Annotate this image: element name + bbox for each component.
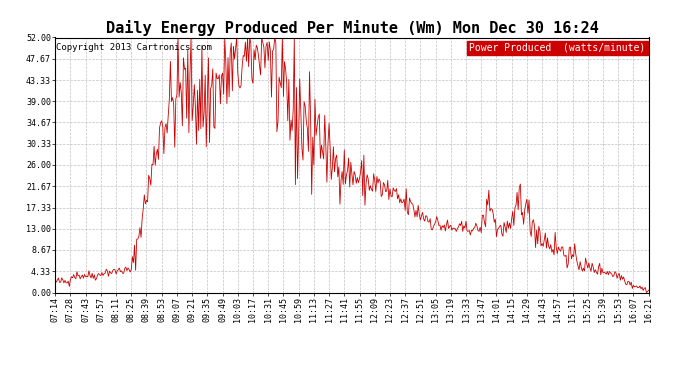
Title: Daily Energy Produced Per Minute (Wm) Mon Dec 30 16:24: Daily Energy Produced Per Minute (Wm) Mo…: [106, 20, 598, 36]
Text: Copyright 2013 Cartronics.com: Copyright 2013 Cartronics.com: [57, 43, 213, 52]
Text: Power Produced  (watts/minute): Power Produced (watts/minute): [469, 43, 646, 52]
